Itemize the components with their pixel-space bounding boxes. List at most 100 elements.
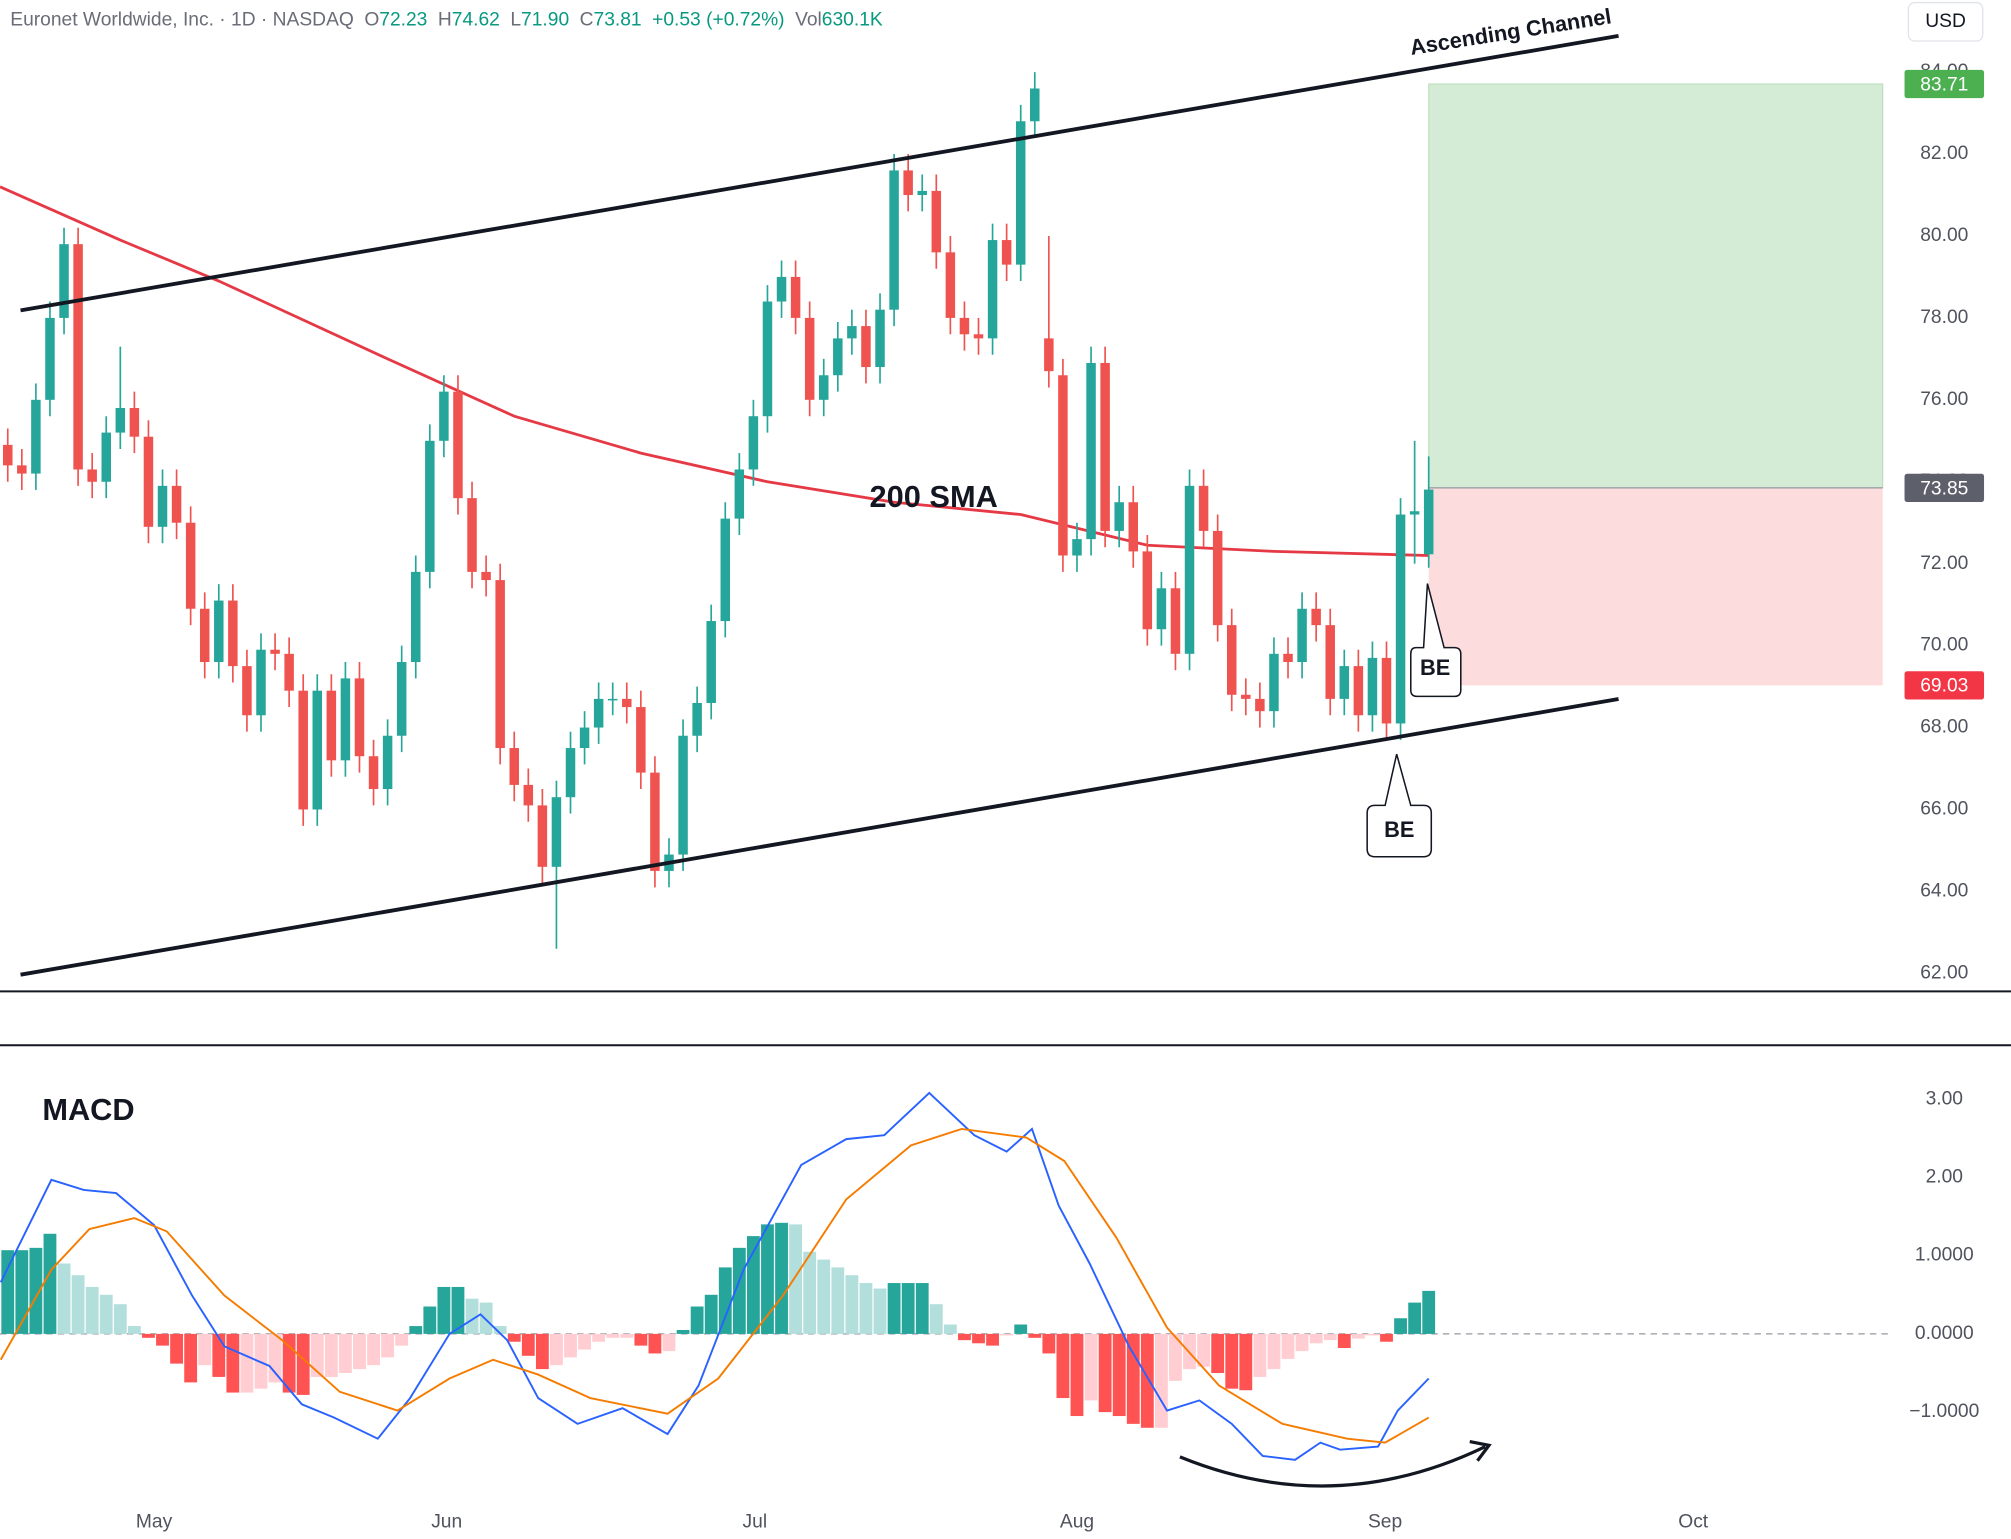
histogram-bar bbox=[1394, 1318, 1407, 1334]
histogram-bar bbox=[170, 1333, 183, 1364]
candle-body bbox=[636, 707, 646, 773]
histogram-bar bbox=[1267, 1333, 1281, 1370]
candle-body bbox=[748, 416, 759, 470]
histogram-bar bbox=[1239, 1333, 1253, 1391]
background-layer bbox=[1428, 83, 1884, 686]
candle-body bbox=[889, 170, 899, 310]
sma-label: 200 SMA bbox=[870, 479, 998, 514]
histogram-bar bbox=[1000, 1333, 1014, 1336]
histogram-bar bbox=[592, 1333, 606, 1342]
histogram-bar bbox=[127, 1326, 141, 1334]
histogram-bar bbox=[746, 1236, 760, 1334]
histogram-bar bbox=[972, 1333, 985, 1344]
histogram-bar bbox=[43, 1233, 57, 1334]
profit-zone bbox=[1428, 83, 1884, 489]
histogram-bar bbox=[634, 1333, 648, 1346]
price-label-box bbox=[1904, 69, 1985, 99]
histogram-bar bbox=[648, 1333, 662, 1354]
histogram-bar bbox=[958, 1333, 971, 1341]
candle-body bbox=[607, 698, 618, 701]
candle-body bbox=[1353, 666, 1364, 716]
histogram-bar bbox=[507, 1333, 521, 1342]
candle-body bbox=[917, 190, 927, 195]
candle-body bbox=[1325, 625, 1335, 699]
histogram-bar bbox=[564, 1333, 577, 1358]
x-tick-label: Aug bbox=[1060, 1511, 1094, 1532]
histogram-bar bbox=[1098, 1333, 1112, 1413]
candle-body bbox=[17, 465, 27, 474]
candle-body bbox=[537, 805, 548, 867]
candle-body bbox=[734, 469, 745, 519]
candle-body bbox=[1001, 240, 1012, 265]
callout-box bbox=[1410, 583, 1462, 698]
histogram-bar bbox=[676, 1329, 690, 1334]
candle-body bbox=[1311, 608, 1321, 626]
price-label: 83.71 bbox=[1920, 74, 1968, 95]
currency-label[interactable]: USD bbox=[1925, 11, 1966, 32]
histogram-bar bbox=[479, 1302, 493, 1334]
histogram-bar bbox=[943, 1324, 957, 1334]
x-tick-label: Oct bbox=[1678, 1511, 1709, 1532]
candle-body bbox=[439, 391, 449, 441]
candle-body bbox=[762, 301, 773, 417]
histogram-bar bbox=[1351, 1333, 1365, 1339]
histogram-bar bbox=[451, 1286, 465, 1334]
candle-body bbox=[1198, 485, 1209, 531]
histogram-bar bbox=[550, 1333, 563, 1366]
currency-button[interactable] bbox=[1907, 1, 1984, 42]
candle-body bbox=[804, 317, 815, 400]
histogram-bar bbox=[803, 1251, 817, 1334]
candle-body bbox=[270, 649, 280, 654]
candle-body bbox=[129, 408, 140, 437]
histogram-bar bbox=[212, 1333, 226, 1377]
candle-body bbox=[1339, 666, 1350, 699]
candle-body bbox=[242, 666, 252, 716]
histogram-bar bbox=[1281, 1333, 1295, 1359]
histogram-bar bbox=[395, 1333, 409, 1346]
channel-lower bbox=[20, 697, 1619, 977]
histogram-bar bbox=[789, 1224, 803, 1334]
symbol-title: Euronet Worldwide, Inc. · 1D · NASDAQ bbox=[10, 10, 354, 31]
candle-body bbox=[593, 698, 604, 728]
candle-body bbox=[312, 690, 323, 810]
curved-arrow bbox=[1179, 1445, 1486, 1488]
histogram-bar bbox=[1295, 1333, 1309, 1352]
histogram-bar bbox=[901, 1283, 915, 1334]
histogram-bar bbox=[1056, 1333, 1070, 1399]
y-tick-label: 66.00 bbox=[1920, 799, 1968, 820]
candle-body bbox=[1409, 511, 1420, 515]
candle-body bbox=[1212, 530, 1223, 626]
histogram-bar bbox=[156, 1333, 169, 1346]
candle-body bbox=[1156, 588, 1167, 630]
x-tick-label: Sep bbox=[1368, 1511, 1402, 1532]
histogram-bar bbox=[240, 1333, 254, 1393]
histogram-bar bbox=[1028, 1333, 1042, 1338]
histogram-bar bbox=[1408, 1302, 1422, 1334]
candle-body bbox=[861, 326, 871, 368]
y-tick-label: 2.00 bbox=[1926, 1167, 1963, 1188]
legend-header: Euronet Worldwide, Inc. · 1D · NASDAQ O7… bbox=[10, 10, 883, 31]
candle-body bbox=[1142, 551, 1153, 630]
candle-body bbox=[425, 440, 435, 572]
price-label-box bbox=[1904, 671, 1985, 700]
change-value: +0.53 (+0.72%) bbox=[652, 10, 785, 31]
histogram-bar bbox=[620, 1333, 634, 1338]
candle-body bbox=[481, 571, 491, 581]
candle-body bbox=[720, 518, 731, 622]
pane-title: MACD bbox=[42, 1092, 134, 1127]
candle-body bbox=[1367, 657, 1378, 716]
histogram-bar bbox=[198, 1333, 212, 1366]
y-tick-label: 62.00 bbox=[1920, 962, 1968, 983]
histogram-bar bbox=[437, 1286, 451, 1334]
histogram-bar bbox=[465, 1298, 479, 1334]
candle-body bbox=[354, 678, 365, 757]
candle-body bbox=[1100, 362, 1110, 531]
y-tick-label: 72.00 bbox=[1920, 553, 1968, 574]
candle-body bbox=[59, 244, 69, 318]
signal-line bbox=[0, 1127, 1430, 1444]
price-label: 73.85 bbox=[1920, 478, 1968, 499]
ohlc-value: 74.62 bbox=[452, 10, 500, 31]
candle-body bbox=[509, 748, 519, 785]
channel-label: Ascending Channel bbox=[1408, 3, 1613, 60]
